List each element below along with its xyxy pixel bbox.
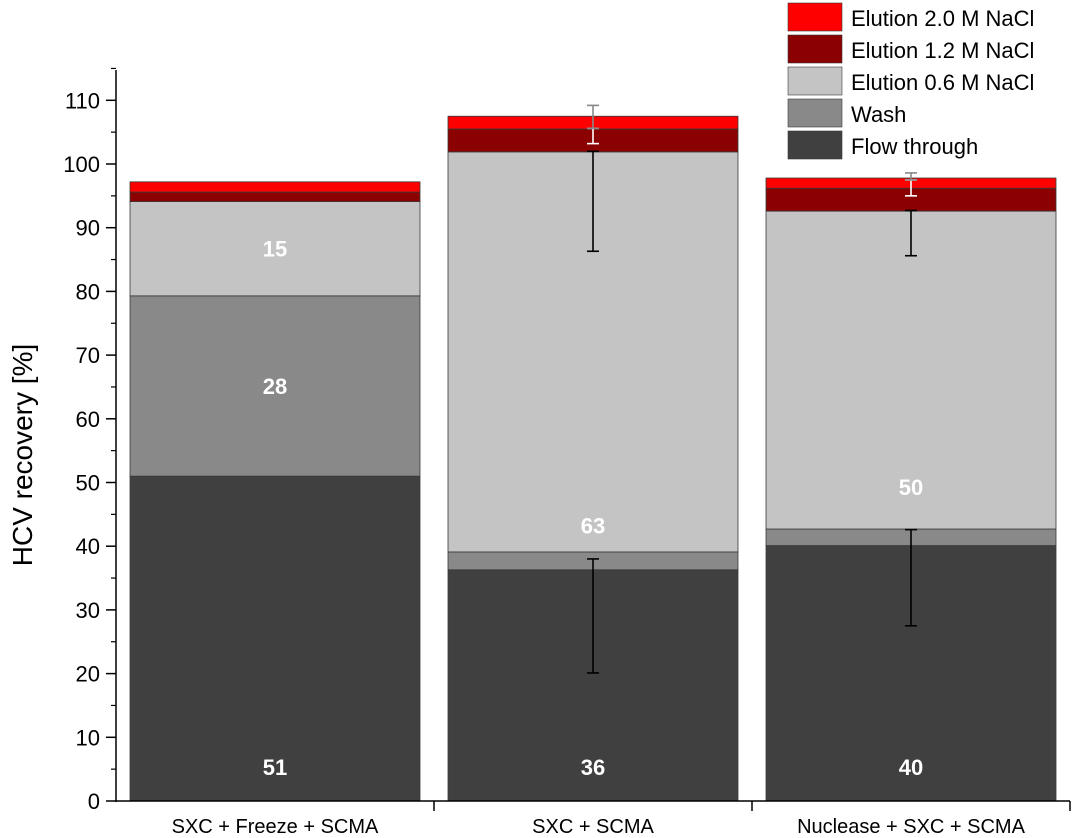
x-category-label-sxc-freeze-scma: SXC + Freeze + SCMA: [172, 816, 379, 838]
y-tick-label-10: 10: [76, 725, 100, 750]
legend-swatch-elution-2-0-m-nacl: [787, 2, 843, 32]
error-bar-sxc-scma-elution-2-0-m-nacl: [587, 104, 599, 130]
value-label-sxc-freeze-scma-wash: 28: [263, 374, 287, 399]
value-label-nuclease-sxc-scma-flow-through: 40: [899, 755, 923, 780]
x-category-label-nuclease-sxc-scma: Nuclease + SXC + SCMA: [797, 816, 1026, 838]
legend-item-flow-through: Flow through: [787, 130, 978, 160]
legend-swatch-elution-0-6-m-nacl: [787, 66, 843, 96]
legend-item-wash: Wash: [787, 98, 906, 128]
error-bar-nuclease-sxc-scma-flow-through: [905, 528, 917, 627]
error-bar-nuclease-sxc-scma-elution-2-0-m-nacl: [905, 172, 917, 181]
value-label-sxc-freeze-scma-elution-0-6-m-nacl: 15: [263, 237, 287, 262]
legend-swatch-wash: [787, 98, 843, 128]
y-tick-label-90: 90: [76, 216, 100, 241]
y-tick-label-110: 110: [65, 88, 100, 113]
y-tick-label-80: 80: [76, 279, 100, 304]
y-tick-label-40: 40: [76, 534, 100, 559]
value-label-sxc-scma-flow-through: 36: [581, 755, 605, 780]
y-tick-label-20: 20: [76, 662, 100, 687]
bar-nuclease-sxc-scma-elution-0-6-m-nacl: [765, 210, 1057, 530]
y-tick-label-30: 30: [76, 598, 100, 623]
legend-item-elution-0-6-m-nacl: Elution 0.6 M NaCl: [787, 66, 1034, 96]
legend-swatch-elution-1-2-m-nacl: [787, 34, 843, 64]
y-tick-label-70: 70: [76, 343, 100, 368]
value-labels-group: 51 28 15 36 63 40 50: [263, 237, 923, 780]
bar-sxc-freeze-scma-flow-through: [129, 475, 421, 802]
legend-item-elution-1-2-m-nacl: Elution 1.2 M NaCl: [787, 34, 1034, 64]
bar-sxc-freeze-scma-elution-2-0-m-nacl: [129, 181, 421, 193]
value-label-sxc-freeze-scma-flow-through: 51: [263, 755, 287, 780]
y-tick-label-0: 0: [88, 789, 100, 814]
bar-sxc-freeze-scma-elution-1-2-m-nacl: [129, 191, 421, 202]
value-label-sxc-scma-elution-0-6-m-nacl: 63: [581, 513, 605, 538]
error-bar-sxc-scma-flow-through: [587, 558, 599, 674]
y-tick-label-60: 60: [76, 407, 100, 432]
value-label-nuclease-sxc-scma-elution-0-6-m-nacl: 50: [899, 475, 923, 500]
axes-group: 0 10 20 30 40 50 60 70 80 90 100 110 SXC + Freeze + …: [63, 67, 1071, 838]
y-tick-label-50: 50: [76, 471, 100, 496]
y-axis-label: HCV recovery [%]: [7, 344, 38, 567]
legend-label-elution-0-6-m-nacl: Elution 0.6 M NaCl: [851, 70, 1034, 95]
legend-label-elution-1-2-m-nacl: Elution 1.2 M NaCl: [851, 38, 1034, 63]
error-bar-nuclease-sxc-scma-elution-0-6-m-nacl: [905, 209, 917, 257]
legend-swatch-flow-through: [787, 130, 843, 160]
legend-label-wash: Wash: [851, 102, 906, 127]
legend-label-elution-2-0-m-nacl: Elution 2.0 M NaCl: [851, 6, 1034, 31]
y-tick-label-100: 100: [63, 152, 100, 177]
x-category-label-sxc-scma: SXC + SCMA: [532, 816, 654, 838]
error-bars-group: [587, 104, 917, 674]
error-bar-sxc-scma-elution-0-6-m-nacl: [587, 150, 599, 253]
legend-item-elution-2-0-m-nacl: Elution 2.0 M NaCl: [787, 2, 1034, 32]
legend: Elution 2.0 M NaCl Elution 1.2 M NaCl Elut…: [787, 2, 1034, 160]
bar-sxc-freeze-scma-wash: [129, 295, 421, 477]
legend-label-flow-through: Flow through: [851, 134, 978, 159]
